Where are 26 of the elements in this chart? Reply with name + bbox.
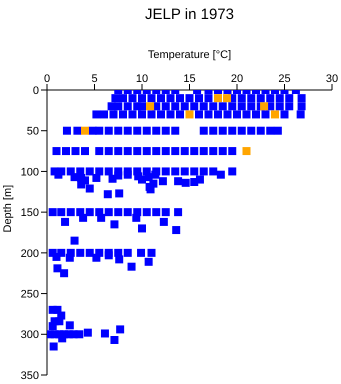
x-tick-label: 10 (136, 73, 148, 85)
y-tick-label: 200 (20, 248, 39, 260)
point (81, 126, 89, 135)
y-tick-label: 50 (26, 126, 39, 138)
point (223, 94, 232, 102)
x-tick-label: 20 (230, 73, 244, 85)
y-axis-title: Depth [m] (2, 184, 14, 232)
y-tick-label: 100 (20, 166, 39, 178)
point (260, 102, 268, 110)
x-tick-label: 15 (183, 73, 196, 85)
y-tick-label: 350 (20, 370, 39, 382)
y-tick-label: 250 (20, 288, 39, 300)
point (271, 110, 279, 118)
point (146, 102, 154, 110)
x-tick-label: 0 (44, 73, 50, 85)
x-tick-label: 30 (326, 73, 338, 85)
x-tick-label: 5 (91, 73, 98, 85)
chart-title: JELP in 1973 (144, 6, 235, 23)
point (242, 147, 250, 156)
y-tick-label: 150 (20, 207, 39, 220)
x-axis-title: Temperature [°C] (148, 48, 232, 61)
point (214, 94, 222, 102)
y-tick-label: 300 (20, 329, 39, 342)
point (186, 110, 194, 118)
x-tick-label: 25 (278, 73, 291, 85)
y-tick-label: 0 (32, 84, 39, 97)
